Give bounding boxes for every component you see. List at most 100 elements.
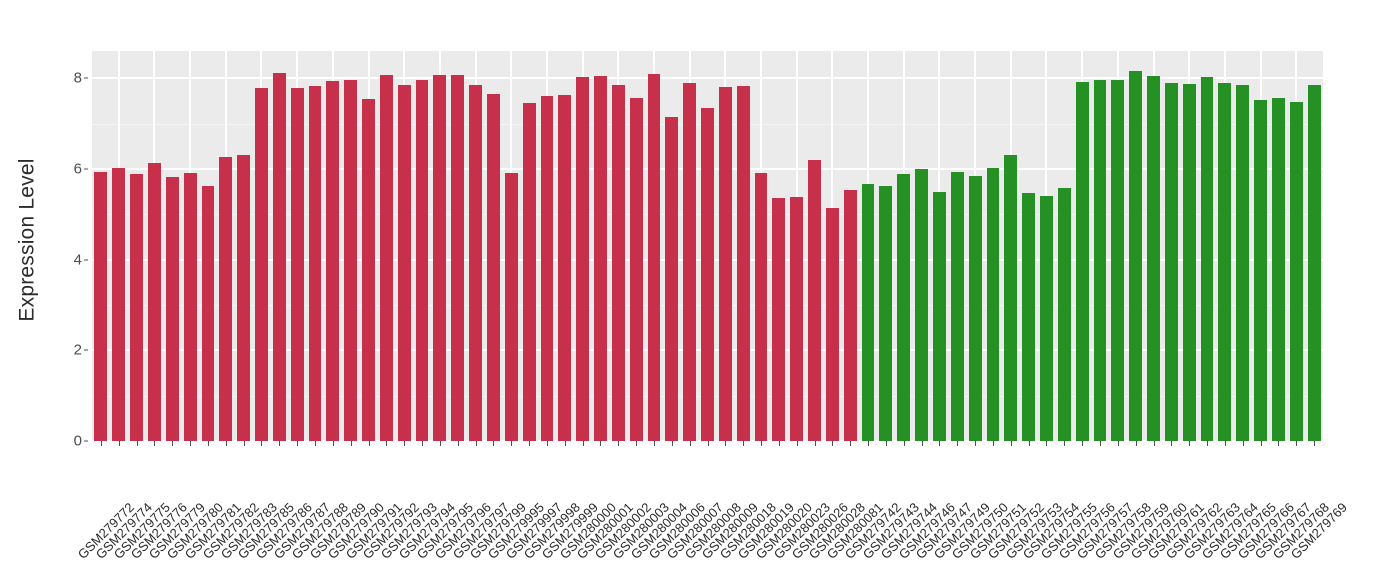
y-axis-tick-label: 8: [73, 69, 82, 87]
bar[interactable]: [379, 74, 393, 441]
x-axis-tick-mark: [1010, 441, 1012, 446]
x-axis-tick-mark: [1278, 441, 1280, 446]
bar[interactable]: [665, 117, 679, 441]
bar[interactable]: [701, 107, 714, 441]
bar[interactable]: [594, 75, 607, 441]
bar[interactable]: [1254, 100, 1267, 441]
x-axis-tick-mark: [1082, 441, 1084, 446]
bar[interactable]: [861, 184, 875, 441]
bar[interactable]: [148, 163, 161, 441]
bar[interactable]: [933, 191, 946, 441]
x-axis-tick-mark: [172, 441, 174, 446]
x-axis-tick-mark: [939, 441, 941, 446]
bar[interactable]: [469, 84, 482, 441]
bar[interactable]: [486, 94, 500, 441]
bar[interactable]: [825, 207, 839, 441]
y-axis-title: Expression Level: [0, 0, 56, 480]
bar[interactable]: [683, 82, 697, 441]
x-axis-tick-mark: [297, 441, 299, 446]
bar[interactable]: [576, 76, 590, 441]
bar[interactable]: [647, 73, 661, 441]
bar[interactable]: [1307, 85, 1321, 441]
bar[interactable]: [1289, 102, 1303, 441]
y-axis-tick-label: 6: [73, 160, 82, 178]
bar[interactable]: [629, 98, 643, 441]
x-axis: GSM279772 GSM279774 GSM279775 GSM279776 GSM2…: [75, 441, 1350, 580]
bar[interactable]: [130, 174, 144, 441]
bar[interactable]: [915, 169, 928, 441]
y-axis-tick-label: 4: [73, 251, 82, 269]
y-axis-title-text: Expression Level: [16, 158, 39, 322]
bar[interactable]: [1004, 155, 1018, 441]
bar[interactable]: [183, 173, 197, 441]
bar[interactable]: [1057, 187, 1071, 441]
bar[interactable]: [968, 175, 982, 441]
bar[interactable]: [754, 173, 768, 441]
x-axis-tick-mark: [1224, 441, 1226, 446]
bar[interactable]: [736, 86, 750, 441]
bar[interactable]: [290, 88, 304, 441]
bar[interactable]: [112, 167, 126, 441]
x-axis-tick-mark: [1117, 441, 1119, 446]
bar[interactable]: [718, 87, 732, 441]
bar[interactable]: [1164, 82, 1178, 441]
bar[interactable]: [344, 80, 358, 441]
bar[interactable]: [362, 98, 375, 441]
y-axis-tick-mark: [84, 440, 88, 442]
x-axis-tick-mark: [725, 441, 727, 446]
bar[interactable]: [1093, 80, 1107, 441]
bar[interactable]: [808, 159, 821, 441]
bar[interactable]: [986, 168, 1000, 441]
bar[interactable]: [1182, 83, 1196, 441]
bar[interactable]: [1022, 192, 1036, 441]
bar[interactable]: [451, 74, 465, 441]
bar[interactable]: [1129, 71, 1143, 441]
bar[interactable]: [272, 72, 286, 441]
bar[interactable]: [308, 85, 322, 441]
bar[interactable]: [94, 172, 108, 441]
bar[interactable]: [522, 103, 536, 441]
bar[interactable]: [433, 74, 447, 441]
y-axis-tick-label: 0: [73, 432, 82, 450]
bar[interactable]: [219, 156, 233, 441]
bar[interactable]: [1111, 80, 1125, 441]
bar[interactable]: [772, 198, 786, 441]
bar[interactable]: [504, 173, 518, 441]
bar[interactable]: [326, 81, 340, 441]
bar[interactable]: [255, 88, 268, 441]
x-axis-tick-mark: [1135, 441, 1137, 446]
x-axis-tick-mark: [1028, 441, 1030, 446]
bar[interactable]: [950, 172, 964, 441]
bars-layer: [92, 51, 1323, 441]
bar[interactable]: [879, 185, 893, 441]
bar[interactable]: [397, 85, 411, 441]
x-axis-tick-mark: [689, 441, 691, 446]
bar[interactable]: [1236, 84, 1250, 441]
bar[interactable]: [790, 197, 804, 441]
x-axis-tick-mark: [315, 441, 316, 446]
bar[interactable]: [1075, 82, 1089, 441]
bar[interactable]: [611, 85, 625, 441]
x-axis-tick-mark: [850, 441, 852, 446]
bar[interactable]: [1200, 76, 1214, 441]
bar[interactable]: [540, 96, 554, 441]
bar[interactable]: [415, 80, 429, 441]
bar[interactable]: [897, 173, 911, 441]
x-axis-tick-mark: [636, 441, 638, 446]
x-axis-tick-mark: [439, 441, 441, 446]
bar[interactable]: [1040, 195, 1053, 441]
x-axis-tick-mark: [1314, 441, 1316, 446]
x-axis-tick-mark: [546, 441, 548, 446]
bar[interactable]: [1147, 75, 1160, 441]
bar[interactable]: [1218, 82, 1232, 441]
x-axis-tick-mark: [457, 441, 459, 446]
bar[interactable]: [165, 176, 179, 441]
x-axis-tick-mark: [975, 441, 977, 446]
bar[interactable]: [201, 186, 215, 441]
bar[interactable]: [237, 154, 251, 441]
y-axis-tick-mark: [84, 168, 88, 170]
bar[interactable]: [1271, 97, 1285, 441]
x-axis-tick-mark: [1242, 441, 1244, 446]
bar[interactable]: [558, 94, 572, 441]
bar[interactable]: [843, 189, 857, 441]
